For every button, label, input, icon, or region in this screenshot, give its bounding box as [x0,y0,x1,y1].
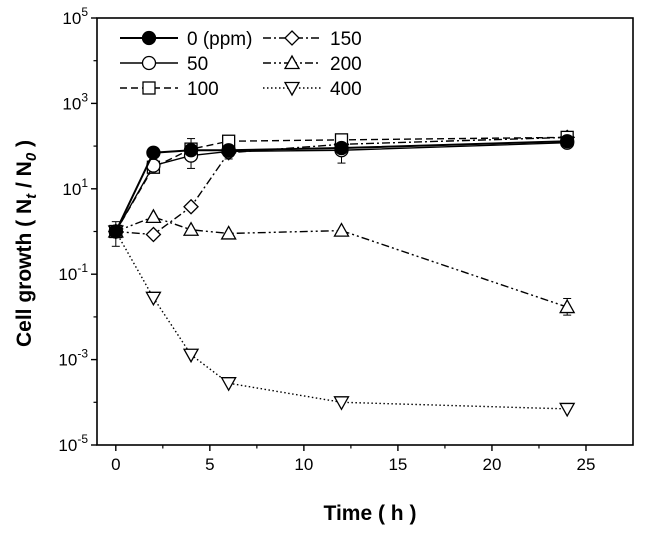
y-axis-title-part: / N [13,161,36,194]
series-line [114,140,568,232]
data-point [108,224,123,239]
data-point [182,348,200,364]
y-tick-label: 103 [62,90,88,113]
data-point [333,222,350,237]
x-tick-label: 15 [388,455,407,474]
y-axis-title-part: ) [13,140,36,153]
legend-marker [284,30,300,46]
x-tick-label: 0 [111,455,120,474]
series-0 [108,134,575,239]
data-point [146,145,161,160]
y-axis-title-part: Cell growth ( N [13,199,36,347]
y-tick-exponent: -1 [77,261,88,275]
x-tick-label: 25 [577,455,596,474]
y-tick-exponent: -5 [77,432,88,446]
legend-marker [141,30,157,46]
legend-label: 0 (ppm) [187,29,252,50]
y-tick-label: 105 [62,5,88,28]
legend-label: 400 [330,79,362,100]
y-tick-exponent: 3 [81,90,88,104]
series-line [115,136,568,232]
data-point [183,143,199,158]
y-tick-label: 10-5 [58,432,88,455]
data-point [145,226,162,243]
y-tick-exponent: 5 [81,5,88,19]
data-point [145,208,162,224]
y-tick-exponent: 1 [81,176,88,190]
legend-label: 50 [187,54,208,75]
data-point [145,291,162,307]
plot-frame [96,17,634,446]
y-tick-base: 10 [58,436,77,455]
y-tick-label: 10-1 [58,261,88,284]
data-point [182,221,200,236]
legend-label: 150 [330,29,362,50]
y-axis-title-part: t [23,193,40,199]
data-point [560,134,575,149]
series-4 [107,208,576,314]
legend: 0 (ppm) 50 100 150 200 400 [120,29,362,100]
series-line [115,142,568,232]
y-axis-title: Cell growth ( Nt / N0 ) [13,140,40,347]
y-tick-base: 10 [62,9,81,28]
legend-marker [142,81,156,95]
y-tick-base: 10 [58,351,77,370]
legend-label: 100 [187,79,219,100]
series-5 [107,225,576,418]
data-point [334,140,349,156]
y-tick-label: 10-3 [58,347,88,370]
y-tick-base: 10 [62,180,81,199]
legend-label: 200 [330,54,362,75]
y-tick-base: 10 [58,265,77,284]
data-point [220,377,237,392]
data-point [221,143,236,158]
data-point [333,396,350,411]
x-tick-label: 10 [294,455,313,474]
data-point [559,402,576,418]
series-line [115,231,568,410]
series-line [115,136,568,236]
x-axis-title: Time ( h ) [324,502,417,525]
data-point [220,225,237,240]
y-tick-label: 101 [62,176,88,199]
legend-marker [283,81,301,97]
y-tick-exponent: -3 [77,347,88,361]
data-point [559,298,576,314]
legend-marker [141,55,157,71]
series-line [115,216,568,308]
legend-marker [283,54,301,70]
x-tick-label: 20 [482,455,501,474]
y-axis-title-part: 0 [23,152,40,161]
data-point [183,198,199,215]
x-tick-label: 5 [205,455,214,474]
y-tick-base: 10 [62,94,81,113]
